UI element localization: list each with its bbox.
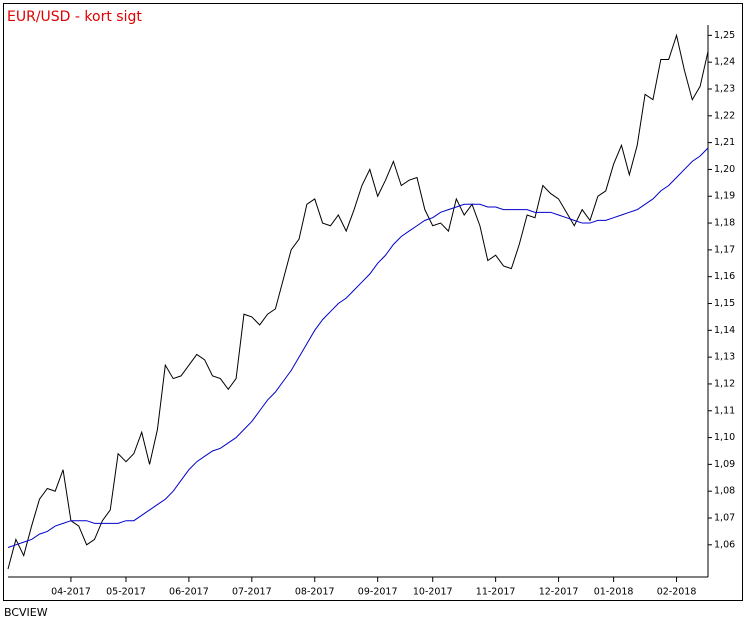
y-tick-label: 1,10 (714, 432, 735, 443)
y-tick-label: 1,23 (714, 83, 735, 94)
x-tick-label: 07-2017 (232, 587, 272, 598)
chart-title: EUR/USD - kort sigt (7, 9, 142, 25)
y-tick-label: 1,17 (714, 244, 735, 255)
y-tick-label: 1,13 (714, 352, 735, 363)
x-tick-label: 12-2017 (539, 587, 579, 598)
source: BCVIEW (4, 606, 48, 619)
y-tick-label: 1,16 (714, 271, 735, 282)
series-line (7, 33, 709, 570)
y-tick-label: 1,18 (714, 218, 735, 229)
x-tick-label: 06-2017 (169, 587, 209, 598)
series-line (7, 147, 709, 548)
y-tick-label: 1,12 (714, 378, 735, 389)
y-tick-label: 1,07 (714, 513, 735, 524)
x-tick-label: 09-2017 (358, 587, 398, 598)
y-tick-label: 1,14 (714, 325, 735, 336)
y-tick-label: 1,06 (714, 539, 735, 550)
x-tick-label: 10-2017 (413, 587, 453, 598)
x-tick-label: 01-2018 (594, 587, 634, 598)
y-tick-label: 1,19 (714, 191, 735, 202)
x-tick-label: 05-2017 (106, 587, 146, 598)
y-tick-label: 1,25 (714, 30, 735, 41)
y-tick-label: 1,15 (714, 298, 735, 309)
y-tick-label: 1,21 (714, 137, 735, 148)
x-tick-label: 04-2017 (51, 587, 91, 598)
y-tick-label: 1,11 (714, 405, 735, 416)
frame (3, 3, 743, 601)
y-tick-label: 1,22 (714, 110, 735, 121)
y-tick-label: 1,24 (714, 57, 735, 68)
x-tick-label: 08-2017 (295, 587, 335, 598)
y-tick-label: 1,09 (714, 459, 735, 470)
y-tick-label: 1,08 (714, 486, 735, 497)
x-tick-label: 11-2017 (476, 587, 516, 598)
x-tick-label: 02-2018 (657, 587, 697, 598)
y-tick-label: 1,20 (714, 164, 735, 175)
